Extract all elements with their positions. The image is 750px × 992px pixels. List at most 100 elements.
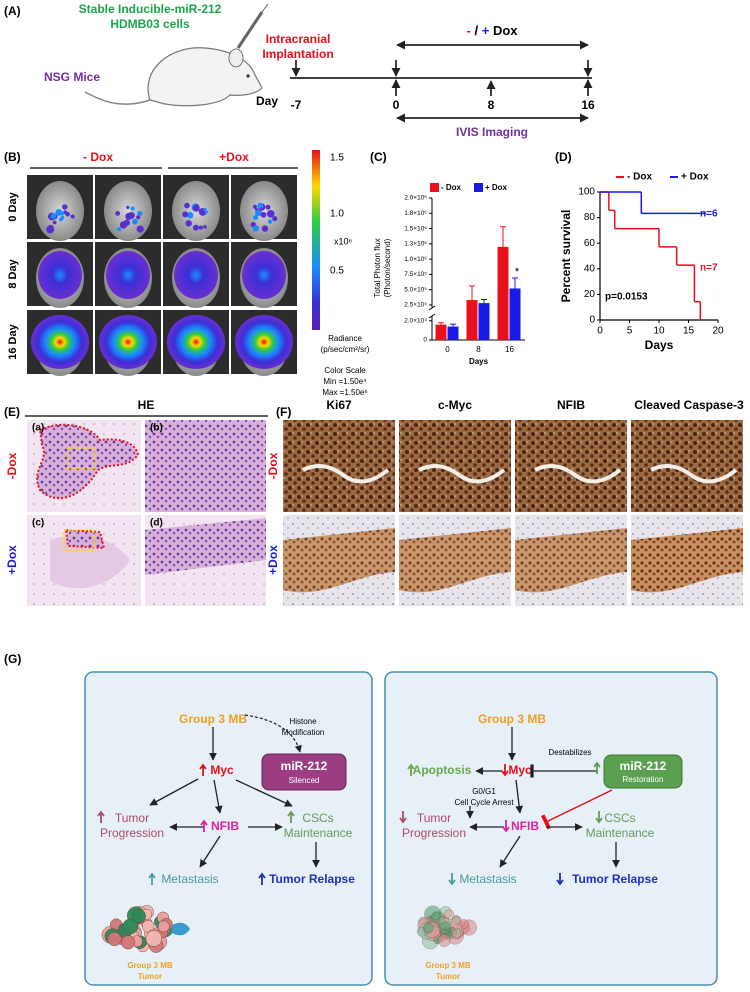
tumor-label: Group 3 MB [425,961,471,970]
change-indicator [595,811,603,824]
bar [478,303,490,340]
zoom-box [67,447,95,469]
node-note: Histone [289,717,317,726]
axis-break [428,305,436,311]
mouse-head [104,181,152,241]
tumor-cell [145,930,163,947]
signal [242,251,286,299]
panel-e: (E) HE (a) (b) (c) (d) -Dox +Dox [4,398,268,606]
x-tick-label: 5 [627,326,633,337]
change-indicator [501,764,509,777]
y-tick-label: 1.8×10⁶ [404,210,427,217]
tumor-cell [172,922,190,936]
x-tick-label: 8 [476,345,481,354]
diagram-box [384,671,718,986]
tumor-cell [132,909,146,923]
inhibition [541,789,613,830]
dox-slash: / [474,23,478,38]
y-tick-label: 1.0×10⁶ [404,256,427,263]
signal [192,224,199,231]
tissue [283,528,395,593]
change-indicator [287,810,295,823]
arrow [213,779,223,814]
bar [435,324,447,340]
node-progression: Tumor [417,811,451,825]
change-indicator [399,811,407,824]
node-cscs: Maintenance [284,826,353,840]
bar [509,288,521,340]
tissue [515,528,627,593]
group-label: +Dox [219,150,249,164]
panel-label: (C) [370,150,387,164]
signal [31,315,89,369]
change-indicator [97,810,105,823]
signal [203,207,207,211]
signal [136,225,144,233]
node-myc: Myc [210,763,234,777]
row-label: -Dox [266,452,280,479]
scale-unit: x10⁶ [334,236,353,246]
y-tick-label: 5.0×10⁵ [404,286,427,293]
panel-a: (A) Stable Inducible-miR-212 HDMB03 cell… [4,2,595,139]
signal [60,211,65,216]
arrow [515,779,524,814]
signal [70,214,75,219]
annotation: n=7 [700,263,718,274]
sub-label: (b) [150,423,163,434]
node-note: Modification [282,728,325,737]
panel-g: (G) Group 3 MB Histone Modification Myc … [4,652,718,986]
signal [136,215,141,220]
micrograph [515,420,627,512]
x-tick-label: 20 [712,326,724,337]
node-source: Group 3 MB [478,712,546,726]
color-scale: Min =1.50e⁴ [323,377,367,386]
column-label: c-Myc [438,398,472,412]
mir-box [261,753,347,791]
change-indicator [448,873,456,886]
tumor-label: Group 3 MB [127,961,173,970]
legend-label: - Dox [441,183,462,192]
tumor-outline [36,423,140,500]
sub-label: (d) [150,518,163,529]
node-nfib: NFIB [211,819,239,833]
dox-label: - / + Dox [467,23,519,38]
implantation-text: Intracranial [266,32,331,46]
node-metastasis: Metastasis [161,872,218,886]
node-myc: Myc [508,763,532,777]
panel-label: (A) [4,4,21,18]
scale-tick: 1.5 [330,153,344,164]
arrow [499,835,521,868]
tissue [399,528,511,593]
signal [38,251,82,299]
color-bar [312,150,320,330]
y-tick-label: 60 [584,238,596,249]
day-label: Day [256,94,278,108]
node-metastasis: Metastasis [459,872,516,886]
signal [255,209,263,217]
y-tick-label: 100 [578,187,595,198]
y-tick-label: 2.0×10⁴ [404,318,427,325]
legend-label: - Dox [627,172,652,183]
signal [106,251,150,299]
dox-minus: - [467,23,471,38]
radiance-label: (p/sec/cm²/sr) [321,345,370,354]
signal [252,225,260,232]
signal [253,214,259,220]
vessel [650,464,738,484]
signal [132,218,138,225]
signal [185,220,192,227]
signal [272,216,278,222]
signal [46,225,55,234]
micrograph [145,420,266,512]
tissue [631,528,743,593]
row-label: +Dox [5,545,19,575]
signal [50,213,57,219]
row-label: +Dox [266,545,280,575]
error-bar [469,285,475,301]
scale-tick: 1.0 [330,209,344,220]
signal [260,211,267,218]
signal [253,204,257,209]
column-label: NFIB [557,398,585,412]
signal [266,209,275,218]
